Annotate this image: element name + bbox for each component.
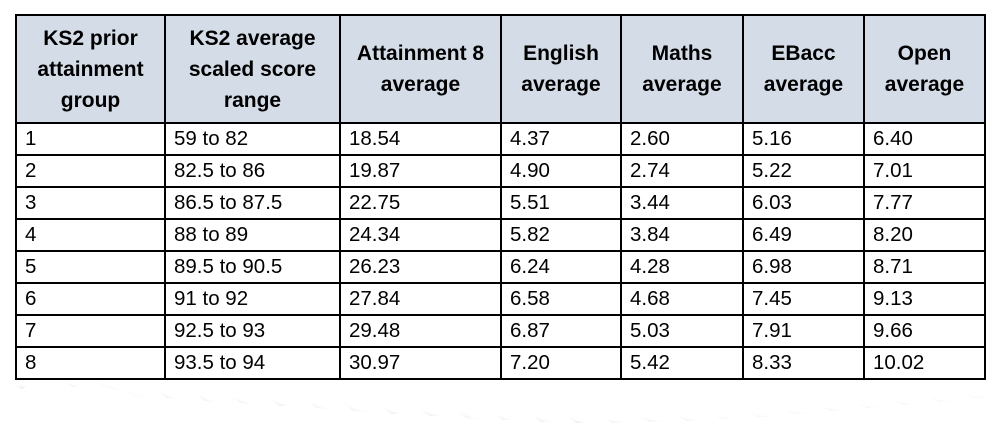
cell-ebacc: 5.16 — [742, 122, 865, 156]
cell-score-range: 88 to 89 — [164, 218, 341, 252]
cell-score-range: 82.5 to 86 — [164, 154, 341, 188]
cell-open: 10.02 — [863, 346, 986, 380]
cell-score-range: 89.5 to 90.5 — [164, 250, 341, 284]
cell-score-range: 59 to 82 — [164, 122, 341, 156]
cell-score-range: 86.5 to 87.5 — [164, 186, 341, 220]
table-row: 6 91 to 92 27.84 6.58 4.68 7.45 9.13 — [15, 282, 986, 316]
cell-ebacc: 5.22 — [742, 154, 865, 188]
cell-attainment-8: 30.97 — [339, 346, 502, 380]
cell-open: 9.13 — [863, 282, 986, 316]
header-attainment-8: Attainment 8 average — [339, 14, 502, 124]
header-row: KS2 prior attainment group KS2 average s… — [15, 14, 986, 124]
cell-maths: 3.84 — [620, 218, 744, 252]
cell-group: 3 — [15, 186, 166, 220]
cell-ebacc: 6.98 — [742, 250, 865, 284]
cell-english: 6.24 — [500, 250, 622, 284]
cell-english: 7.20 — [500, 346, 622, 380]
header-scaled-score-range: KS2 average scaled score range — [164, 14, 341, 124]
cell-score-range: 91 to 92 — [164, 282, 341, 316]
cell-attainment-8: 29.48 — [339, 314, 502, 348]
cell-open: 7.01 — [863, 154, 986, 188]
table-row: 4 88 to 89 24.34 5.82 3.84 6.49 8.20 — [15, 218, 986, 252]
header-open: Open average — [863, 14, 986, 124]
cell-attainment-8: 24.34 — [339, 218, 502, 252]
cell-open: 8.20 — [863, 218, 986, 252]
header-english: English average — [500, 14, 622, 124]
table-row: 7 92.5 to 93 29.48 6.87 5.03 7.91 9.66 — [15, 314, 986, 348]
cell-group: 5 — [15, 250, 166, 284]
cell-ebacc: 6.49 — [742, 218, 865, 252]
cell-english: 5.51 — [500, 186, 622, 220]
cell-group: 1 — [15, 122, 166, 156]
cell-maths: 3.44 — [620, 186, 744, 220]
table-row: 2 82.5 to 86 19.87 4.90 2.74 5.22 7.01 — [15, 154, 986, 188]
cell-ebacc: 6.03 — [742, 186, 865, 220]
cell-english: 5.82 — [500, 218, 622, 252]
cell-ebacc: 7.45 — [742, 282, 865, 316]
table-row: 1 59 to 82 18.54 4.37 2.60 5.16 6.40 — [15, 122, 986, 156]
cell-group: 4 — [15, 218, 166, 252]
cell-open: 8.71 — [863, 250, 986, 284]
cell-english: 6.58 — [500, 282, 622, 316]
cell-attainment-8: 19.87 — [339, 154, 502, 188]
cell-maths: 4.68 — [620, 282, 744, 316]
cell-attainment-8: 18.54 — [339, 122, 502, 156]
cell-open: 7.77 — [863, 186, 986, 220]
cell-english: 4.37 — [500, 122, 622, 156]
cell-attainment-8: 27.84 — [339, 282, 502, 316]
cell-attainment-8: 22.75 — [339, 186, 502, 220]
header-maths: Maths average — [620, 14, 744, 124]
cell-ebacc: 8.33 — [742, 346, 865, 380]
cell-group: 2 — [15, 154, 166, 188]
cell-open: 6.40 — [863, 122, 986, 156]
cell-group: 7 — [15, 314, 166, 348]
cell-group: 6 — [15, 282, 166, 316]
cell-maths: 4.28 — [620, 250, 744, 284]
attainment-table: KS2 prior attainment group KS2 average s… — [15, 14, 986, 380]
cell-maths: 5.42 — [620, 346, 744, 380]
table-row: 5 89.5 to 90.5 26.23 6.24 4.28 6.98 8.71 — [15, 250, 986, 284]
cell-group: 8 — [15, 346, 166, 380]
cell-english: 6.87 — [500, 314, 622, 348]
cell-english: 4.90 — [500, 154, 622, 188]
cell-score-range: 93.5 to 94 — [164, 346, 341, 380]
cell-score-range: 92.5 to 93 — [164, 314, 341, 348]
cell-maths: 2.60 — [620, 122, 744, 156]
cell-attainment-8: 26.23 — [339, 250, 502, 284]
cell-ebacc: 7.91 — [742, 314, 865, 348]
cell-open: 9.66 — [863, 314, 986, 348]
header-ebacc: EBacc average — [742, 14, 865, 124]
table-row: 8 93.5 to 94 30.97 7.20 5.42 8.33 10.02 — [15, 346, 986, 380]
cell-maths: 2.74 — [620, 154, 744, 188]
header-prior-attainment-group: KS2 prior attainment group — [15, 14, 166, 124]
table-row: 3 86.5 to 87.5 22.75 5.51 3.44 6.03 7.77 — [15, 186, 986, 220]
cell-maths: 5.03 — [620, 314, 744, 348]
